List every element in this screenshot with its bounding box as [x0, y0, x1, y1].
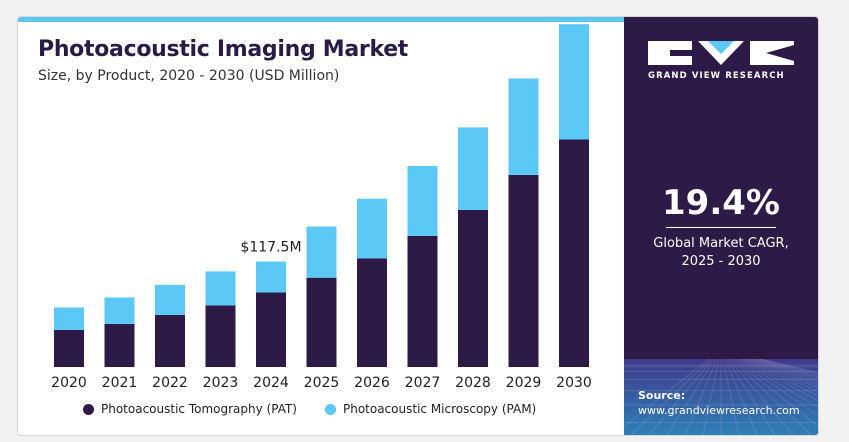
- grid-line: [730, 359, 812, 435]
- brand-name: GRAND VIEW RESEARCH: [648, 71, 785, 81]
- x-tick-label-2030: 2030: [556, 375, 592, 391]
- grid-line: [742, 359, 818, 392]
- bar-pam-2021: [104, 297, 135, 324]
- cagr-divider: [666, 227, 776, 228]
- grid-line: [746, 359, 818, 386]
- x-tick-label-2024: 2024: [253, 375, 289, 391]
- bar-pat-2029: [508, 174, 539, 367]
- grid-line: [740, 359, 818, 397]
- grid-line: [684, 359, 718, 435]
- bar-chart: 2020 2021 2022 2023 2024 2025 2026 2027 2028 2029…: [51, 24, 592, 391]
- grid-line: [624, 359, 710, 427]
- legend-item-pat: Photoacoustic Tomography (PAT): [83, 402, 297, 416]
- grid-line: [738, 359, 818, 402]
- data-label-2024: $117.5M: [240, 240, 301, 256]
- grid-line: [726, 359, 776, 435]
- bar-pat-2022: [155, 314, 185, 367]
- cagr-value: 19.4%: [662, 183, 780, 223]
- legend-swatch-pam: [324, 403, 336, 415]
- brand-logo: GRAND VIEW RESEARCH: [648, 41, 798, 81]
- x-tick-label-2020: 2020: [51, 375, 87, 391]
- x-tick-label-2027: 2027: [405, 375, 441, 391]
- bar-pam-2023: [205, 271, 236, 306]
- bar-pat-2027: [407, 235, 438, 367]
- grid-line: [754, 359, 818, 378]
- grid-line: [750, 359, 818, 381]
- legend-item-pam: Photoacoustic Microscopy (PAM): [324, 402, 537, 416]
- chart-subtitle: Size, by Product, 2020 - 2030 (USD Milli…: [38, 68, 340, 84]
- source-box: Source: www.grandviewresearch.com: [624, 359, 818, 435]
- grid-line: [630, 359, 712, 435]
- bar-pam-2026: [357, 198, 387, 259]
- grid-line: [648, 359, 714, 435]
- grid-line: [748, 359, 818, 383]
- x-tick-label-2025: 2025: [304, 375, 340, 391]
- bar-pat-2021: [104, 323, 135, 367]
- x-tick-label-2026: 2026: [354, 375, 390, 391]
- bar-pam-2022: [155, 284, 185, 315]
- bar-pat-2023: [205, 305, 236, 367]
- x-tick-label-2029: 2029: [506, 375, 542, 391]
- accent-bar: [18, 17, 624, 22]
- grid-line: [722, 359, 740, 435]
- cagr-label: Global Market CAGR,: [653, 236, 789, 251]
- chart-title: Photoacoustic Imaging Market: [38, 37, 409, 62]
- side-panel: GRAND VIEW RESEARCH 19.4% Global Market …: [624, 17, 818, 435]
- bar-pam-2024: [256, 261, 286, 293]
- grid-line: [758, 359, 818, 375]
- brand-logo-mark: [648, 41, 794, 65]
- grid-line: [724, 359, 758, 435]
- bar-pam-2030: [559, 24, 589, 140]
- cagr-period: 2025 - 2030: [681, 254, 761, 269]
- chart-legend: Photoacoustic Tomography (PAT) Photoacou…: [83, 402, 536, 416]
- bar-pat-2030: [559, 139, 589, 367]
- x-tick-label-2022: 2022: [152, 375, 188, 391]
- legend-swatch-pat: [83, 403, 94, 415]
- grid-line: [734, 359, 818, 416]
- bar-pat-2028: [458, 209, 488, 367]
- source-link[interactable]: www.grandviewresearch.com: [638, 404, 800, 417]
- bar-pat-2026: [357, 258, 387, 367]
- grid-line: [702, 359, 720, 435]
- bar-pam-2025: [306, 226, 337, 278]
- bar-pam-2029: [508, 78, 539, 175]
- x-tick-label-2028: 2028: [455, 375, 491, 391]
- bar-pat-2024: [256, 292, 286, 367]
- grid-line: [760, 359, 818, 374]
- bar-pam-2020: [54, 307, 84, 330]
- grid-line: [744, 359, 818, 389]
- x-tick-label-2023: 2023: [203, 375, 239, 391]
- legend-label-pat: Photoacoustic Tomography (PAT): [101, 402, 297, 416]
- bar-pam-2028: [458, 127, 488, 210]
- legend-label-pam: Photoacoustic Microscopy (PAM): [342, 402, 537, 416]
- source-title: Source:: [638, 389, 686, 402]
- bar-pat-2025: [306, 277, 337, 367]
- grid-line: [736, 359, 818, 408]
- grid-line: [728, 359, 794, 435]
- source-grid-pattern: [624, 359, 818, 435]
- grid-line: [666, 359, 716, 435]
- grid-line: [756, 359, 818, 376]
- chart-card: Photoacoustic Imaging Market Size, by Pr…: [17, 16, 819, 436]
- bar-pam-2027: [407, 165, 438, 236]
- cagr-caption: Global Market CAGR, 2025 - 2030: [624, 235, 818, 271]
- bar-pat-2020: [54, 329, 84, 367]
- x-tick-label-2021: 2021: [102, 375, 138, 391]
- grid-line: [732, 359, 818, 427]
- grid-line: [752, 359, 818, 379]
